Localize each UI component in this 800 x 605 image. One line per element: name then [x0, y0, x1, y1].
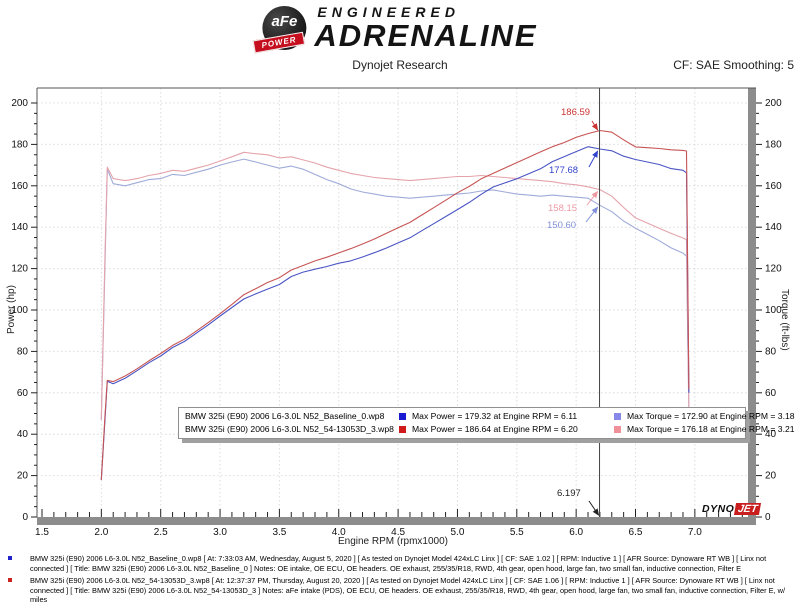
annotation-torque-new-cursor: 158.15	[548, 203, 578, 214]
torque-tick-label: 80	[765, 346, 777, 357]
footnote-bullet-intake	[8, 578, 12, 582]
legend-file-name: BMW 325i (E90) 2006 L6-3.0L N52_Baseline…	[185, 411, 385, 421]
x-tick-label: 2.0	[94, 527, 108, 538]
torque-tick-label: 160	[765, 181, 782, 192]
footnote-bullet-baseline	[8, 556, 12, 560]
power-axis-label: Power (hp)	[6, 285, 17, 335]
torque-tick-label: 60	[765, 388, 777, 399]
cursor-rpm-label: 6.197	[557, 488, 581, 499]
annotation-arrow	[588, 150, 599, 168]
dynojet-logo: DYNO JET	[702, 503, 762, 515]
engineered-text: ENGINEERED	[317, 4, 460, 20]
power-tick-label: 0	[22, 512, 28, 523]
smoothing-setting: CF: SAE Smoothing: 5	[673, 58, 794, 72]
annotation-arrow	[591, 120, 599, 131]
footnote-text: BMW 325i (E90) 2006 L6-3.0L N52_54-13053…	[30, 576, 786, 605]
legend-max-power-baseline: Max Power = 179.32 at Engine RPM = 6.11	[412, 411, 578, 421]
report-title: Dynojet Research	[352, 58, 448, 72]
torque-tick-label: 20	[765, 471, 777, 482]
torque-tick-label: 200	[765, 98, 782, 109]
power-tick-label: 80	[17, 346, 29, 357]
torque-axis-label: Torque (ft-lbs)	[779, 289, 790, 351]
x-tick-label: 3.5	[272, 527, 286, 538]
x-tick-label: 6.0	[569, 527, 583, 538]
torque-tick-label: 120	[765, 264, 782, 275]
x-tick-label: 4.0	[332, 527, 346, 538]
legend-torque-swatch-intake	[614, 426, 621, 433]
legend-power-swatch-baseline	[399, 413, 406, 420]
torque-baseline-curve	[100, 158, 690, 420]
x-tick-label: 2.5	[154, 527, 168, 538]
power-tick-label: 120	[11, 264, 28, 275]
legend-torque-swatch-baseline	[614, 413, 621, 420]
x-tick-label: 1.5	[35, 527, 49, 538]
x-tick-label: 6.5	[629, 527, 643, 538]
torque-new-curve	[100, 151, 690, 420]
legend-max-torque-baseline: Max Torque = 172.90 at Engine RPM = 3.18	[627, 411, 795, 421]
afe-logo-text: aFe	[271, 13, 298, 30]
power-tick-label: 40	[17, 429, 29, 440]
rpm-axis-label: Engine RPM (rpmx1000)	[337, 536, 449, 547]
dynojet-logo-dyno: DYNO	[702, 503, 735, 515]
x-tick-label: 5.0	[450, 527, 464, 538]
power-new-curve	[100, 129, 690, 480]
x-tick-label: 5.5	[510, 527, 524, 538]
x-tick-label: 7.0	[688, 527, 702, 538]
legend-max-torque-intake: Max Torque = 176.18 at Engine RPM = 3.21	[627, 424, 795, 434]
power-tick-label: 160	[11, 181, 28, 192]
footnote-baseline-run: BMW 325i (E90) 2006 L6-3.0L N52_Baseline…	[0, 554, 796, 573]
power-tick-label: 100	[11, 305, 28, 316]
legend-box: BMW 325i (E90) 2006 L6-3.0L N52_Baseline…	[178, 407, 795, 439]
power-tick-label: 140	[11, 222, 28, 233]
legend-file-name: BMW 325i (E90) 2006 L6-3.0L N52_54-13053…	[185, 424, 394, 434]
annotation-power-baseline-cursor: 177.68	[549, 165, 579, 176]
annotation-max-power-new: 186.59	[561, 107, 591, 118]
footnote-text: BMW 325i (E90) 2006 L6-3.0L N52_Baseline…	[30, 554, 767, 573]
power-tick-label: 180	[11, 139, 28, 150]
annotation-arrow	[586, 190, 599, 206]
adrenaline-text: ADRENALINE	[314, 18, 538, 53]
x-axis-bar	[37, 517, 756, 525]
power-tick-label: 200	[11, 98, 28, 109]
right-axis-bar	[748, 88, 756, 517]
annotation-arrow	[588, 500, 600, 516]
torque-tick-label: 100	[765, 305, 782, 316]
afe-circle-mark: aFe POWER	[252, 6, 307, 54]
legend-row-baseline: BMW 325i (E90) 2006 L6-3.0L N52_Baseline…	[185, 410, 795, 423]
x-tick-label: 4.5	[391, 527, 405, 538]
x-tick-label: 3.0	[213, 527, 227, 538]
power-tick-label: 20	[17, 471, 29, 482]
legend-row-intake: BMW 325i (E90) 2006 L6-3.0L N52_54-13053…	[185, 423, 795, 436]
annotation-arrow	[585, 206, 599, 223]
dynojet-logo-jet: JET	[734, 503, 762, 515]
footnote-intake-run: BMW 325i (E90) 2006 L6-3.0L N52_54-13053…	[0, 576, 796, 605]
afe-logo: aFe POWER ENGINEERED ADRENALINE	[252, 2, 537, 54]
power-tick-label: 60	[17, 388, 29, 399]
power-baseline-curve	[100, 146, 690, 480]
legend-max-power-intake: Max Power = 186.64 at Engine RPM = 6.20	[412, 424, 578, 434]
torque-tick-label: 0	[765, 512, 771, 523]
torque-tick-label: 140	[765, 222, 782, 233]
annotation-torque-baseline-cursor: 150.60	[547, 220, 577, 231]
legend-power-swatch-intake	[399, 426, 406, 433]
torque-tick-label: 40	[765, 429, 777, 440]
torque-tick-label: 180	[765, 139, 782, 150]
brand-words: ENGINEERED ADRENALINE	[314, 5, 537, 51]
